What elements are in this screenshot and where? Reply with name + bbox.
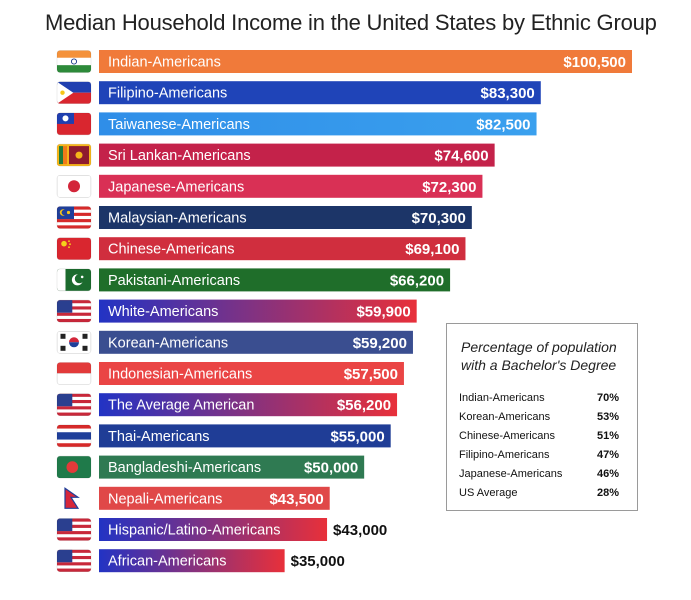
- bar: [99, 486, 330, 510]
- bar: [99, 268, 451, 292]
- bar-value-label: $70,300: [412, 210, 466, 227]
- taiwan-flag-icon: [56, 112, 92, 136]
- india-flag-icon: [56, 50, 92, 73]
- legend-row-label: US Average: [459, 487, 518, 499]
- bar-value-label: $59,200: [353, 335, 407, 352]
- bar-category-label: Japanese-Americans: [108, 179, 244, 195]
- bar-value-label: $74,600: [434, 148, 488, 165]
- legend-row: Japanese-Americans 46%: [459, 468, 619, 486]
- bar: [99, 81, 541, 105]
- bar-category-label: Malaysian-Americans: [108, 211, 247, 227]
- legend-row-value: 46%: [596, 468, 619, 480]
- usa-flag-icon: [56, 299, 92, 323]
- bar: [99, 299, 417, 323]
- legend-row-value: 47%: [596, 449, 619, 461]
- bar-category-label: Thai-Americans: [108, 429, 210, 445]
- bar: [99, 455, 365, 479]
- south-korea-flag-icon: [56, 330, 92, 354]
- bar-category-label: Sri Lankan-Americans: [108, 148, 251, 164]
- nepal-flag-icon: [64, 487, 80, 509]
- bar: [99, 424, 391, 448]
- bar-category-label: Hispanic/Latino-Americans: [108, 523, 280, 539]
- legend-title: Percentage of population with a Bachelor…: [461, 339, 617, 373]
- china-flag-icon: [56, 237, 92, 260]
- bar: [99, 50, 632, 73]
- legend-row: Filipino-Americans 47%: [459, 449, 619, 467]
- bar: [99, 330, 413, 354]
- bar-category-label: Nepali-Americans: [108, 491, 222, 507]
- bar-category-label: African-Americans: [108, 554, 226, 570]
- bar-value-label: $66,200: [390, 272, 444, 289]
- malaysia-flag-icon: [56, 206, 92, 229]
- bar-value-label: $50,000: [304, 460, 358, 477]
- legend-row-label: Indian-Americans: [459, 392, 545, 404]
- bar: [99, 393, 398, 417]
- legend-row: Indian-Americans 70%: [459, 392, 619, 410]
- legend-row-label: Filipino-Americans: [459, 449, 550, 461]
- bar-category-label: White-Americans: [108, 304, 218, 320]
- bar-value-label: $56,200: [337, 397, 391, 414]
- bar-value-label: $59,900: [356, 304, 410, 321]
- usa-flag-icon: [56, 393, 92, 417]
- bar-value-label: $82,500: [476, 116, 530, 133]
- bar-category-label: Korean-Americans: [108, 335, 228, 351]
- bar: [99, 206, 472, 229]
- bar: [99, 518, 328, 541]
- bar-value-label: $43,500: [269, 491, 323, 508]
- indonesia-flag-icon: [56, 362, 92, 385]
- bar-value-label: $35,000: [291, 553, 345, 570]
- thailand-flag-icon: [56, 424, 92, 448]
- bar: [99, 174, 483, 198]
- bar: [99, 143, 495, 167]
- japan-flag-icon: [56, 175, 92, 198]
- bar: [99, 112, 537, 136]
- bar: [99, 362, 404, 385]
- legend-row-label: Chinese-Americans: [459, 430, 555, 442]
- bangladesh-flag-icon: [56, 455, 92, 479]
- usa-flag-icon: [56, 518, 92, 541]
- legend-row-value: 53%: [596, 411, 619, 423]
- bar-category-label: Pakistani-Americans: [108, 273, 240, 289]
- bar-value-label: $83,300: [481, 85, 535, 102]
- legend-row-value: 51%: [596, 430, 619, 442]
- bar-value-label: $72,300: [422, 179, 476, 196]
- legend-row-label: Japanese-Americans: [459, 468, 563, 480]
- usa-flag-icon: [56, 549, 92, 573]
- legend-row: US Average 28%: [459, 487, 619, 505]
- bar-category-label: Chinese-Americans: [108, 242, 235, 258]
- bar-category-label: Indian-Americans: [108, 55, 221, 71]
- bachelors-degree-legend: Percentage of population with a Bachelor…: [446, 323, 638, 511]
- legend-row: Chinese-Americans 51%: [459, 430, 619, 448]
- bar-category-label: Bangladeshi-Americans: [108, 460, 261, 476]
- chart-title: Median Household Income in the United St…: [45, 10, 657, 35]
- bar: [99, 237, 466, 261]
- bar-value-label: $69,100: [405, 241, 459, 258]
- bar: [99, 549, 285, 573]
- bar-value-label: $43,000: [333, 522, 387, 539]
- bar-category-label: The Average American: [108, 398, 254, 414]
- pakistan-flag-icon: [56, 268, 92, 292]
- bar-value-label: $100,500: [563, 54, 626, 71]
- sri-lanka-flag-icon: [56, 143, 92, 167]
- bar-value-label: $55,000: [330, 428, 384, 445]
- bar-category-label: Taiwanese-Americans: [108, 117, 250, 133]
- legend-row: Korean-Americans 53%: [459, 411, 619, 429]
- legend-row-value: 70%: [596, 392, 619, 404]
- bar-category-label: Indonesian-Americans: [108, 367, 252, 383]
- legend-row-value: 28%: [596, 487, 619, 499]
- legend-row-label: Korean-Americans: [459, 411, 551, 423]
- bar-category-label: Filipino-Americans: [108, 86, 227, 102]
- bar-value-label: $57,500: [344, 366, 398, 383]
- philippines-flag-icon: [56, 81, 92, 104]
